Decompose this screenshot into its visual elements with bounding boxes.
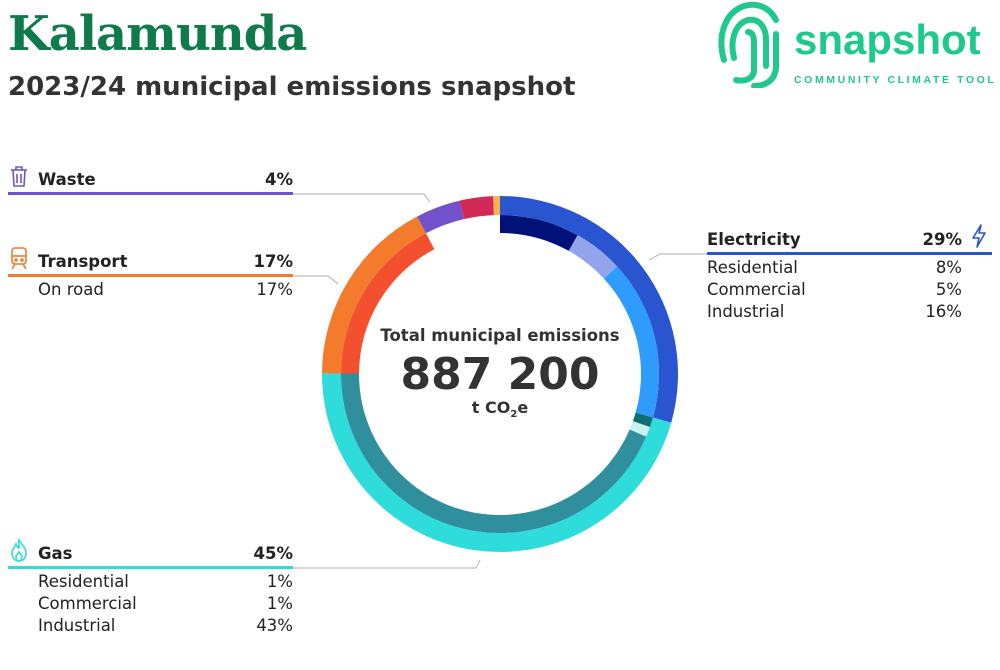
- total-unit: t CO2e: [360, 398, 640, 420]
- subsector-percent: 1%: [266, 572, 293, 591]
- transport-row-on-road: On road 17%: [8, 277, 293, 299]
- waste-header: Waste 4%: [8, 166, 293, 195]
- snapshot-logo: snapshot COMMUNITY CLIMATE TOOL: [714, 0, 1000, 90]
- sector-arc-gas: [322, 373, 672, 552]
- waste-legend: Waste 4%: [8, 166, 293, 195]
- sector-arc-other: [493, 196, 500, 216]
- subsector-percent: 8%: [935, 258, 962, 277]
- electricity-name: Electricity: [707, 230, 801, 249]
- transport-legend: Transport 17% On road 17%: [8, 247, 294, 299]
- unit-subscript: 2: [510, 409, 518, 421]
- electricity-row-commercial: Commercial 5%: [707, 277, 992, 299]
- logo-wordmark: snapshot: [794, 16, 981, 63]
- electricity-percent: 29%: [922, 230, 963, 249]
- page-title: Kalamunda: [8, 6, 307, 62]
- subsector-name: On road: [38, 280, 104, 299]
- flame-icon: [11, 538, 27, 562]
- electricity-header: Electricity 29%: [707, 224, 992, 255]
- subsector-arc-gas-commercial: [629, 421, 650, 437]
- lightning-icon: [972, 224, 986, 248]
- gas-percent: 45%: [253, 544, 294, 563]
- sector-arc-electricity: [500, 196, 678, 423]
- subsector-percent: 16%: [925, 302, 962, 321]
- center-summary: Total municipal emissions 887 200 t CO2e: [360, 326, 640, 420]
- subsector-percent: 1%: [266, 594, 293, 613]
- subsector-arc-transport-on-road: [341, 233, 435, 374]
- subsector-name: Industrial: [707, 302, 785, 321]
- sector-arc-other: [459, 196, 494, 220]
- fingerprint-logo-icon: [718, 1, 779, 88]
- electricity-connector-line: [648, 253, 708, 261]
- subsector-name: Residential: [707, 258, 798, 277]
- transport-percent: 17%: [253, 252, 294, 271]
- subsector-name: Commercial: [707, 280, 806, 299]
- unit-suffix: e: [517, 398, 529, 417]
- electricity-row-industrial: Industrial 16%: [707, 299, 992, 321]
- waste-percent: 4%: [264, 170, 293, 189]
- gas-connector-line: [293, 559, 481, 569]
- subsector-arc-gas-industrial: [341, 373, 647, 533]
- bin-icon: [11, 166, 27, 187]
- logo-tagline: COMMUNITY CLIMATE TOOL: [794, 74, 997, 86]
- gas-row-commercial: Commercial 1%: [8, 591, 293, 613]
- transport-name: Transport: [38, 252, 128, 271]
- page-subtitle: 2023/24 municipal emissions snapshot: [8, 72, 576, 102]
- subsector-name: Industrial: [38, 616, 116, 635]
- subsector-percent: 5%: [935, 280, 962, 299]
- waste-name: Waste: [38, 170, 96, 189]
- gas-row-residential: Residential 1%: [8, 569, 293, 591]
- train-icon: [11, 247, 27, 270]
- gas-row-industrial: Industrial 43%: [8, 613, 293, 635]
- subsector-percent: 17%: [256, 280, 293, 299]
- gas-legend: Gas 45% Residential 1% Commercial 1% Ind…: [8, 538, 294, 635]
- unit-prefix: t CO: [471, 398, 511, 417]
- subsector-arc-electricity-industrial: [603, 266, 659, 418]
- subsector-arc-electricity-residential: [500, 215, 578, 251]
- subsector-name: Commercial: [38, 594, 137, 613]
- waste-connector-line: [293, 193, 431, 203]
- transport-connector-line: [293, 275, 339, 285]
- transport-header: Transport 17%: [8, 247, 294, 277]
- subsector-arc-gas-residential: [632, 412, 653, 428]
- gas-name: Gas: [38, 544, 73, 563]
- subsector-percent: 43%: [256, 616, 293, 635]
- gas-header: Gas 45%: [8, 538, 294, 569]
- sector-arc-waste: [417, 200, 464, 234]
- total-label: Total municipal emissions: [380, 326, 620, 345]
- sector-arc-transport: [322, 216, 426, 374]
- total-value: 887 200: [400, 349, 600, 400]
- electricity-legend: Electricity 29% Residential 8% Commercia…: [707, 224, 992, 321]
- subsector-name: Residential: [38, 572, 129, 591]
- electricity-row-residential: Residential 8%: [707, 255, 992, 277]
- subsector-arc-electricity-commercial: [568, 235, 618, 279]
